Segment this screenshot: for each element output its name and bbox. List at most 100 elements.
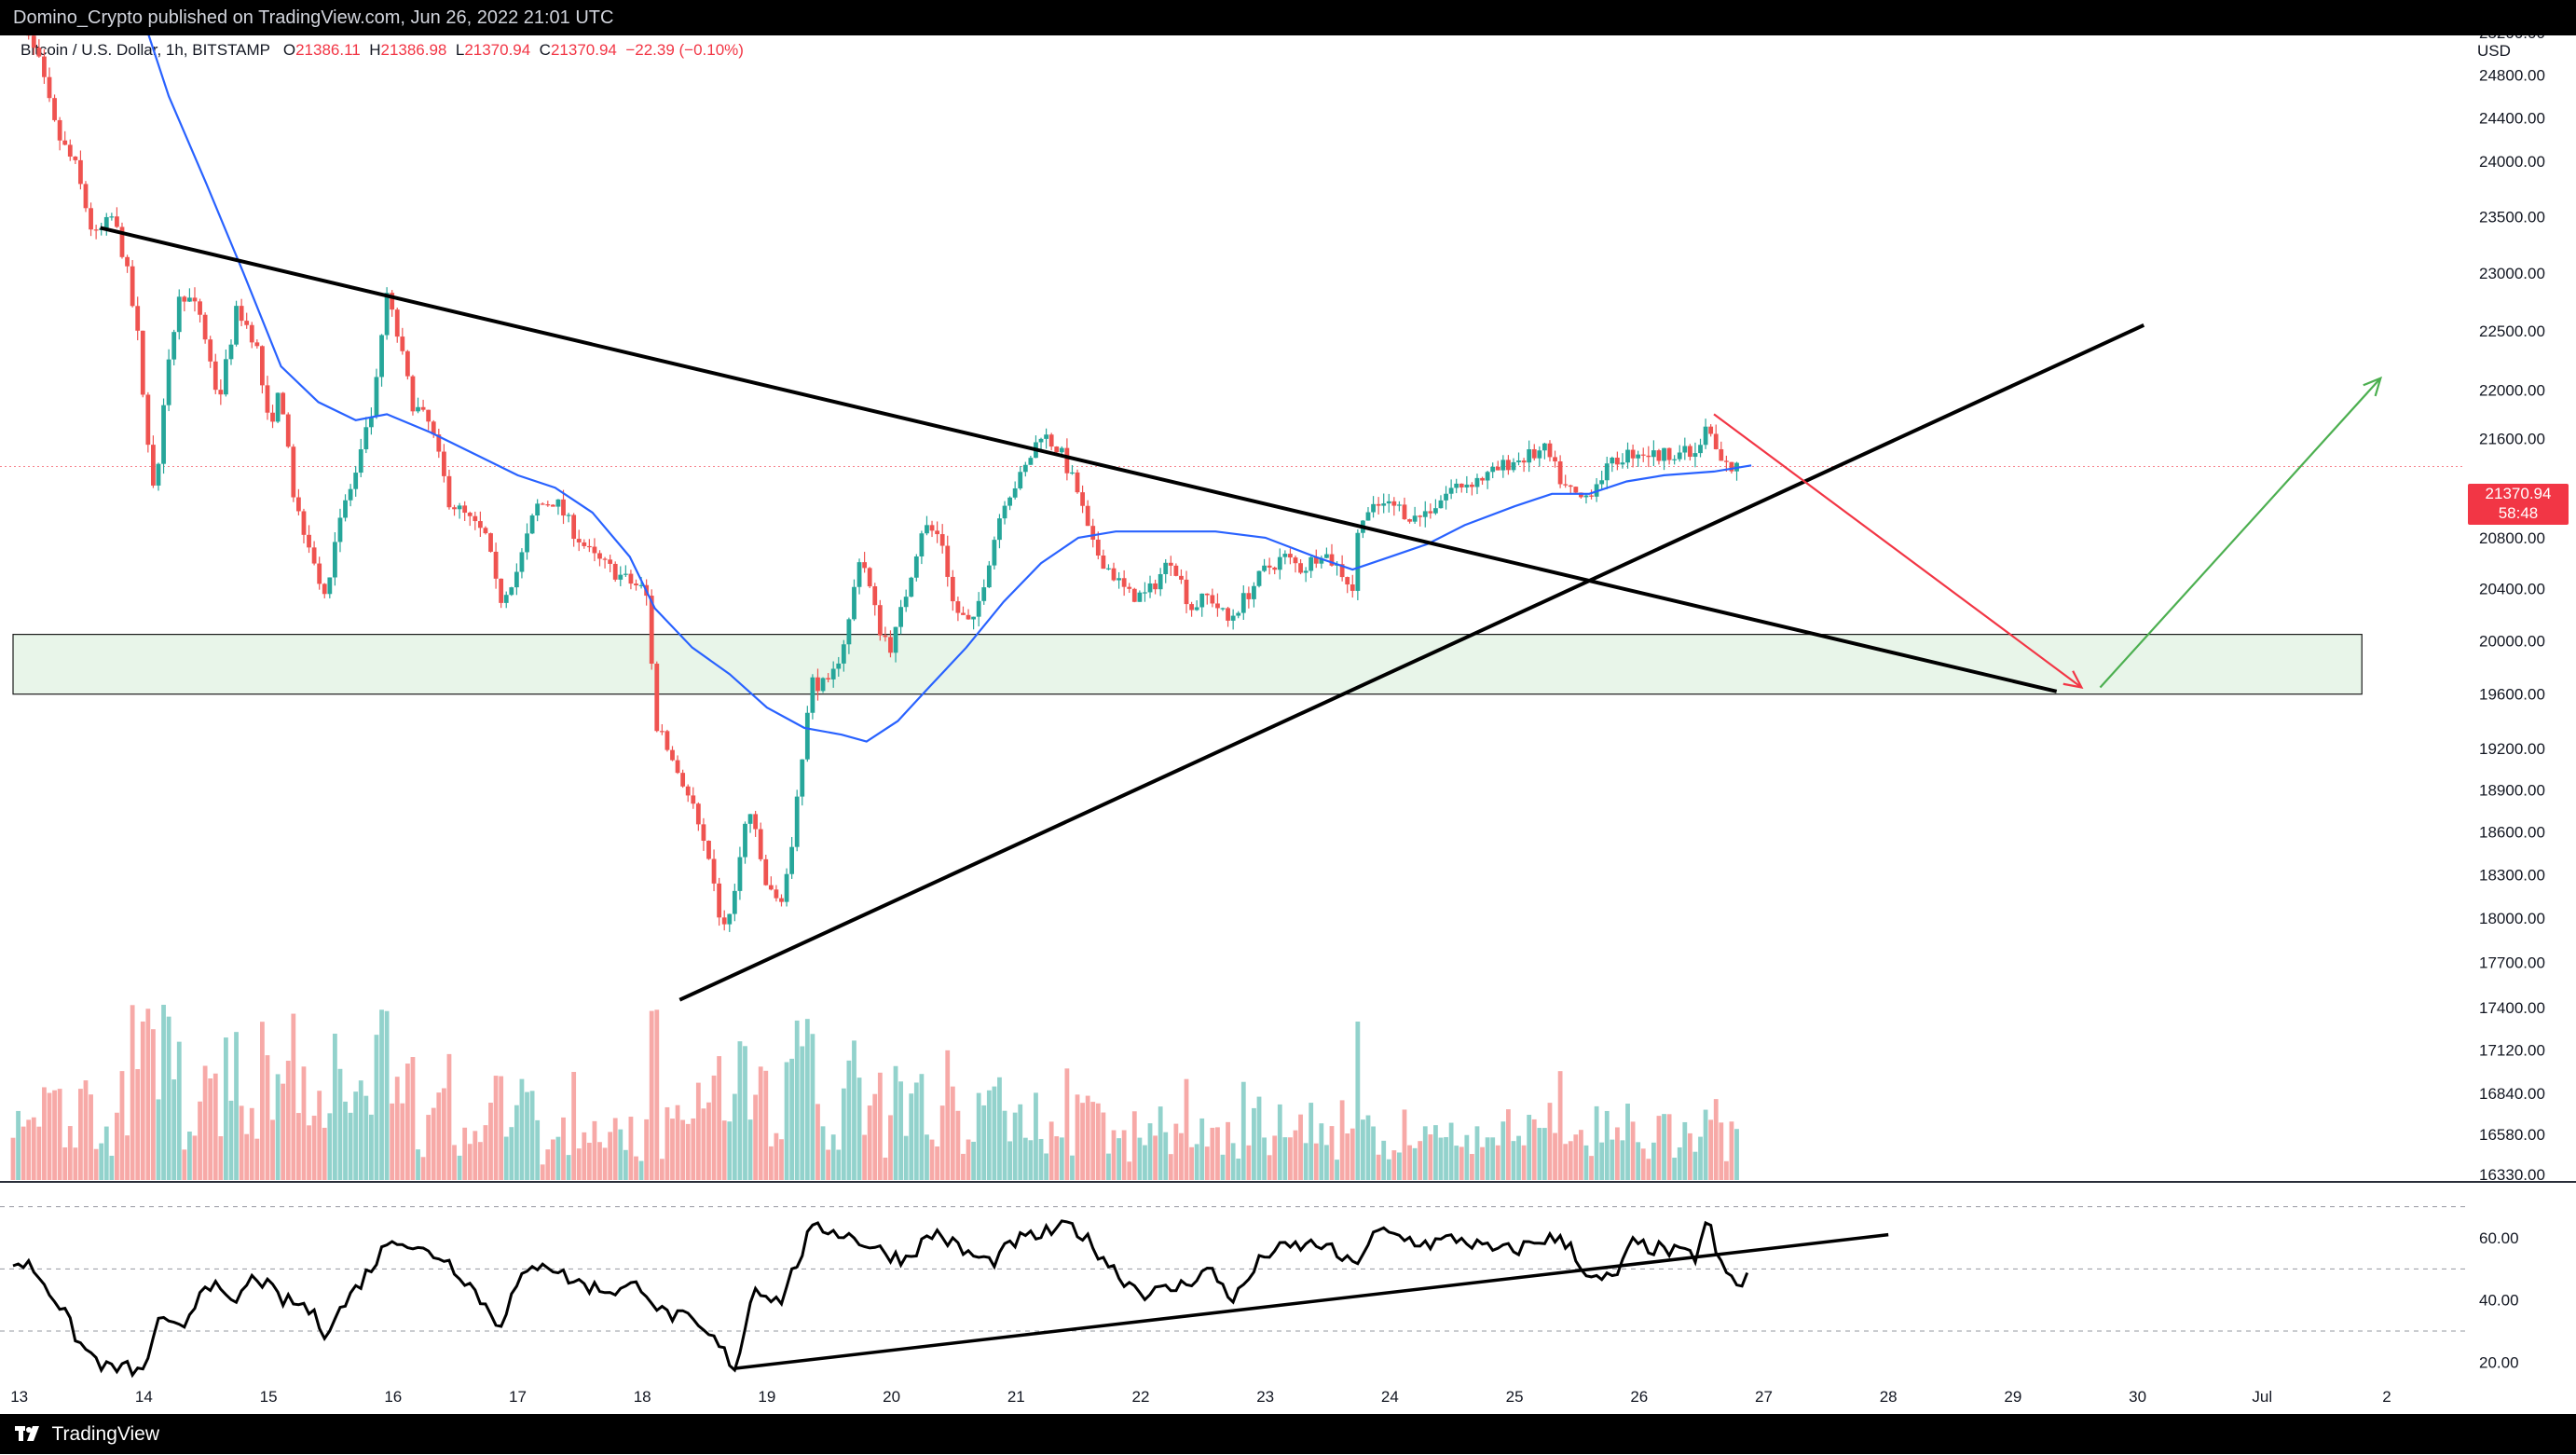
volume-bar <box>582 1132 586 1180</box>
candle-body <box>1621 462 1625 464</box>
candle-body <box>1241 593 1246 612</box>
y-tick-label: 20400.00 <box>2479 581 2545 598</box>
volume-bar <box>1486 1137 1490 1180</box>
candle-body <box>582 542 586 546</box>
volume-bar <box>151 1029 156 1180</box>
volume-bar <box>1682 1122 1687 1180</box>
candle-body <box>286 415 291 447</box>
candle-body <box>1470 485 1474 487</box>
x-tick-label: 24 <box>1381 1388 1399 1406</box>
volume-bar <box>208 1078 212 1180</box>
candle-body <box>1605 463 1610 480</box>
x-tick-label: 26 <box>1630 1388 1648 1406</box>
volume-bar <box>213 1074 218 1180</box>
candle-body <box>660 731 665 732</box>
volume-bar <box>691 1119 695 1180</box>
y-tick-label: 17700.00 <box>2479 954 2545 972</box>
candle-body <box>224 359 228 394</box>
candle-body <box>608 559 612 564</box>
candle-body <box>1226 608 1230 620</box>
volume-bar <box>1470 1154 1474 1180</box>
candle-body <box>987 566 992 587</box>
candle-body <box>1060 448 1064 453</box>
volume-bar <box>411 1057 416 1180</box>
candle-body <box>270 413 275 422</box>
candle-body <box>593 547 597 554</box>
volume-bar <box>442 1089 446 1180</box>
volume-bar <box>1418 1141 1422 1180</box>
volume-bar <box>494 1076 499 1180</box>
volume-bar <box>842 1089 846 1180</box>
chart-canvas[interactable]: 25200.0024800.0024400.0024000.0023500.00… <box>0 35 2576 1414</box>
candle-body <box>458 505 462 509</box>
candle-body <box>84 184 89 208</box>
candle-body <box>327 577 332 594</box>
volume-bar <box>327 1113 332 1180</box>
volume-bar <box>1714 1099 1719 1180</box>
candle-body <box>862 562 867 568</box>
volume-bar <box>644 1119 649 1180</box>
volume-bar <box>296 1113 301 1180</box>
volume-bar <box>1444 1137 1448 1180</box>
volume-bar <box>1621 1140 1625 1180</box>
candle-body <box>1459 484 1464 487</box>
volume-bar <box>852 1040 856 1180</box>
volume-bar <box>1636 1142 1640 1180</box>
volume-bar <box>909 1093 913 1180</box>
volume-bar <box>307 1125 311 1180</box>
y-tick-label: 22500.00 <box>2479 323 2545 340</box>
volume-bar <box>16 1111 21 1180</box>
candle-body <box>1708 427 1713 434</box>
candle-body <box>484 528 488 533</box>
candle-body <box>130 267 135 307</box>
candle-body <box>753 814 758 829</box>
x-tick-label: 14 <box>135 1388 153 1406</box>
candle-body <box>884 636 888 638</box>
candle-body <box>1199 594 1204 608</box>
candle-body <box>1189 604 1194 610</box>
tradingview-logo-icon <box>15 1415 39 1455</box>
candle-body <box>1148 583 1153 592</box>
volume-bar <box>1080 1103 1085 1180</box>
volume-bar <box>935 1146 939 1180</box>
candle-body <box>177 296 182 332</box>
candle-body <box>171 332 176 359</box>
volume-bar <box>432 1108 436 1180</box>
candle-body <box>145 394 150 445</box>
candle-body <box>691 795 695 803</box>
volume-bar <box>1563 1144 1568 1180</box>
candle-body <box>1444 494 1448 501</box>
volume-bar <box>1361 1119 1365 1180</box>
candle-body <box>857 562 862 587</box>
volume-bar <box>1044 1153 1048 1180</box>
candle-body <box>167 360 171 405</box>
volume-bar <box>1319 1123 1323 1180</box>
volume-bar <box>26 1119 31 1180</box>
volume-bar <box>452 1145 457 1180</box>
volume-bar <box>520 1079 525 1180</box>
volume-bar <box>733 1094 737 1180</box>
volume-bar <box>468 1144 473 1180</box>
candle-body <box>815 678 820 692</box>
volume-bar <box>1615 1127 1620 1180</box>
candle-body <box>981 587 986 601</box>
candle-body <box>1236 613 1240 616</box>
volume-bar <box>73 1147 77 1180</box>
candle-body <box>115 216 119 226</box>
volume-bar <box>48 1093 52 1180</box>
volume-bar <box>400 1104 404 1180</box>
candle-body <box>1304 570 1309 572</box>
candle-body <box>234 306 239 345</box>
volume-bar <box>925 1134 929 1180</box>
volume-bar <box>847 1061 852 1180</box>
candle-body <box>312 547 317 563</box>
candle-body <box>1267 566 1272 568</box>
volume-bar <box>1527 1115 1531 1180</box>
volume-bar <box>1657 1116 1662 1180</box>
volume-bar <box>1086 1096 1090 1180</box>
volume-bar <box>1298 1115 1303 1180</box>
candle-body <box>1506 460 1511 470</box>
candle-body <box>1428 511 1432 513</box>
x-tick-label: 27 <box>1755 1388 1773 1406</box>
volume-bar <box>291 1014 295 1180</box>
